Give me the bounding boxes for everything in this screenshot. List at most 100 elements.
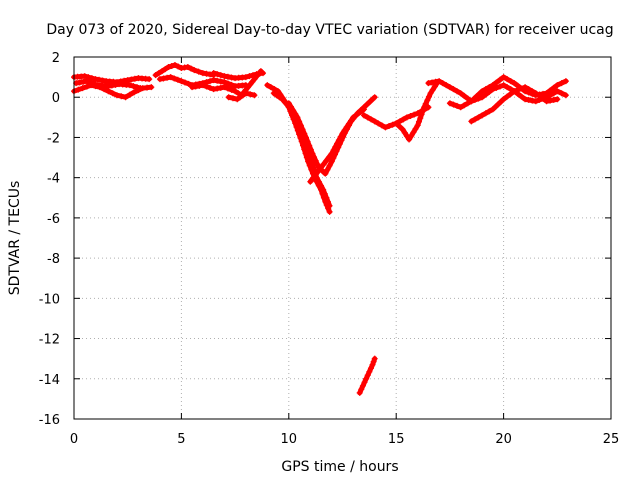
data-series xyxy=(71,62,569,396)
data-point xyxy=(221,73,228,80)
data-point xyxy=(210,70,217,77)
data-point xyxy=(199,82,206,89)
data-point xyxy=(367,365,374,372)
data-point xyxy=(429,79,435,86)
data-point xyxy=(137,85,144,92)
y-tick-label: 0 xyxy=(52,91,60,106)
data-point xyxy=(475,114,482,121)
data-point xyxy=(486,108,493,115)
data-point xyxy=(393,120,400,127)
data-point xyxy=(507,78,514,85)
series-sat-12 xyxy=(307,106,367,185)
data-point xyxy=(326,202,333,209)
data-point xyxy=(171,62,178,69)
data-point xyxy=(414,122,421,129)
series-sat-18 xyxy=(356,355,378,396)
data-point xyxy=(181,79,188,86)
data-point xyxy=(360,112,367,119)
data-point xyxy=(195,68,202,75)
data-point xyxy=(118,93,125,100)
data-point xyxy=(429,86,436,93)
data-point xyxy=(75,86,82,93)
data-point xyxy=(422,100,429,107)
data-point xyxy=(471,96,478,103)
data-point xyxy=(162,66,169,73)
data-point xyxy=(418,111,425,118)
data-point xyxy=(126,82,133,89)
data-point xyxy=(518,93,525,100)
data-point xyxy=(461,102,468,109)
data-point xyxy=(558,90,565,97)
grid xyxy=(74,57,611,419)
data-point xyxy=(489,86,496,93)
x-tick-label: 5 xyxy=(177,432,185,447)
data-point xyxy=(335,137,342,144)
data-point xyxy=(446,100,453,107)
data-point xyxy=(92,76,99,83)
data-point xyxy=(326,162,333,169)
data-point xyxy=(532,90,539,97)
data-point xyxy=(165,64,172,71)
data-point xyxy=(479,88,486,95)
data-point xyxy=(550,96,557,103)
data-point xyxy=(450,101,457,108)
data-point xyxy=(175,63,182,70)
data-point xyxy=(131,89,138,96)
series-sat-17 xyxy=(468,84,561,125)
data-point xyxy=(323,157,330,164)
data-point xyxy=(320,161,327,168)
y-tick-label: -10 xyxy=(39,292,60,307)
data-point xyxy=(247,91,254,98)
data-point xyxy=(80,78,87,85)
data-point xyxy=(264,82,271,89)
data-point xyxy=(454,102,461,109)
data-point xyxy=(311,154,318,161)
y-tick-label: -16 xyxy=(39,413,60,428)
x-tick-label: 15 xyxy=(388,432,405,447)
data-point xyxy=(242,74,249,81)
y-axis-label: SDTVAR / TECUs xyxy=(7,181,23,296)
data-point xyxy=(482,110,489,117)
data-point xyxy=(228,74,235,81)
data-point xyxy=(292,110,299,117)
data-point xyxy=(207,84,214,91)
data-point xyxy=(529,88,536,95)
data-point xyxy=(217,78,224,85)
data-point xyxy=(371,355,378,362)
data-point xyxy=(457,90,464,97)
data-point xyxy=(353,111,360,118)
data-point xyxy=(407,112,414,119)
data-point xyxy=(311,166,318,173)
data-point xyxy=(504,76,511,83)
data-point xyxy=(113,92,120,99)
data-point xyxy=(504,84,511,91)
data-point xyxy=(450,86,457,93)
data-point xyxy=(210,86,217,93)
data-point xyxy=(339,130,346,137)
data-point xyxy=(167,74,174,81)
data-point xyxy=(457,104,464,111)
data-point xyxy=(91,80,98,87)
data-point xyxy=(152,72,159,79)
data-point xyxy=(471,116,478,123)
data-point xyxy=(134,84,141,91)
data-point xyxy=(124,77,131,84)
data-point xyxy=(341,127,348,134)
data-point xyxy=(475,95,482,102)
y-tick-label: -6 xyxy=(47,212,60,227)
data-point xyxy=(131,75,138,82)
data-point xyxy=(408,132,415,139)
y-tick-label: -14 xyxy=(39,373,60,388)
data-point xyxy=(424,97,431,104)
data-point xyxy=(232,88,239,95)
data-point xyxy=(412,125,419,132)
data-point xyxy=(356,389,363,396)
data-point xyxy=(178,78,185,85)
data-point xyxy=(328,150,335,157)
data-point xyxy=(425,93,432,100)
series-sat-9 xyxy=(264,82,333,215)
data-point xyxy=(562,78,569,85)
series-trace xyxy=(264,82,333,215)
series-sat-16 xyxy=(446,82,569,111)
data-point xyxy=(370,358,377,365)
